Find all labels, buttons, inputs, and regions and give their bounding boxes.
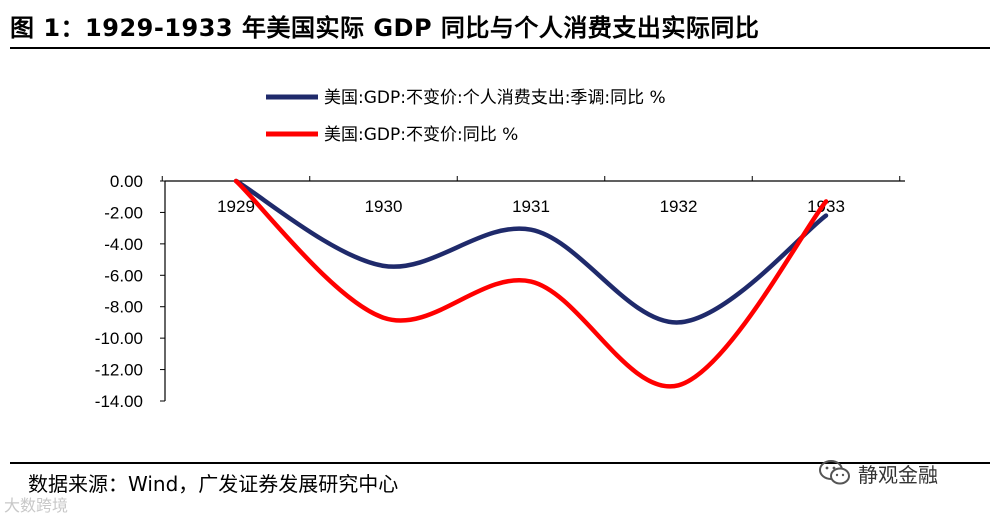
title-divider bbox=[10, 47, 990, 49]
y-tick-label: -14.00 bbox=[95, 392, 143, 411]
series-group bbox=[233, 178, 829, 389]
brand-name: 静观金融 bbox=[858, 462, 938, 487]
legend-label-consumption: 美国:GDP:不变价:个人消费支出:季调:同比 % bbox=[324, 88, 666, 108]
wechat-icon bbox=[819, 460, 850, 485]
y-tick-label: -4.00 bbox=[104, 235, 143, 254]
x-tick-label: 1929 bbox=[217, 197, 255, 216]
watermark: 大数跨境 bbox=[4, 496, 69, 515]
y-tick-label: -8.00 bbox=[104, 298, 143, 317]
x-tick-label: 1932 bbox=[660, 197, 698, 216]
y-tick-label: -2.00 bbox=[104, 203, 143, 222]
legend: 美国:GDP:不变价:个人消费支出:季调:同比 % 美国:GDP:不变价:同比 … bbox=[266, 88, 666, 145]
brand: 静观金融 bbox=[818, 458, 938, 488]
y-tick-label: -6.00 bbox=[104, 266, 143, 285]
source-note: 数据来源：Wind，广发证券发展研究中心 bbox=[28, 472, 399, 496]
legend-label-gdp: 美国:GDP:不变价:同比 % bbox=[324, 125, 518, 145]
figure-title: 图 1：1929-1933 年美国实际 GDP 同比与个人消费支出实际同比 bbox=[10, 14, 760, 42]
x-tick-label: 1931 bbox=[512, 197, 550, 216]
x-tick-label: 1930 bbox=[365, 197, 403, 216]
series-line-consumption bbox=[233, 178, 829, 325]
y-tick-label: -12.00 bbox=[95, 361, 143, 380]
footer-divider bbox=[10, 462, 990, 464]
y-tick-label: 0.00 bbox=[110, 172, 143, 191]
series-line-gdp bbox=[233, 178, 829, 389]
axes: 0.00 -2.00 -4.00 -6.00 -8.00 -10.00 -12.00 -14.… bbox=[95, 172, 905, 411]
y-tick-label: -10.00 bbox=[95, 329, 143, 348]
